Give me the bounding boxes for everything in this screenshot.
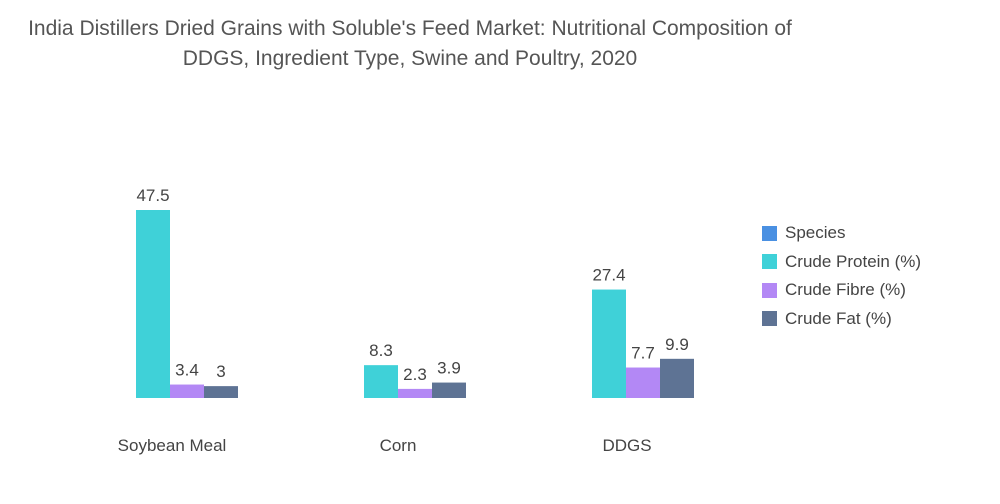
data-label-corn-crude-fat: 3.9	[437, 359, 461, 378]
bar-corn-crude-protein	[364, 365, 398, 398]
legend: Species Crude Protein (%) Crude Fibre (%…	[762, 219, 921, 333]
bar-soybean-meal-crude-protein	[136, 210, 170, 398]
bar-ddgs-crude-fibre	[626, 367, 660, 398]
legend-item-crude-fat: Crude Fat (%)	[762, 305, 921, 334]
x-tick-label-corn: Corn	[380, 436, 417, 455]
bar-corn-crude-fibre	[398, 388, 432, 398]
chart-title: India Distillers Dried Grains with Solub…	[28, 17, 792, 70]
legend-swatch-crude-fibre	[762, 282, 777, 298]
bar-ddgs-crude-protein	[592, 289, 626, 398]
bar-corn-crude-fat	[432, 382, 466, 398]
legend-item-species: Species	[762, 219, 921, 248]
legend-swatch-species	[762, 225, 777, 241]
legend-label-crude-fat: Crude Fat (%)	[785, 308, 892, 328]
x-tick-label-ddgs: DDGS	[602, 436, 651, 455]
data-label-corn-crude-fibre: 2.3	[403, 365, 427, 384]
data-label-soybean-meal-crude-fibre: 3.4	[175, 361, 199, 380]
data-label-ddgs-crude-fibre: 7.7	[631, 344, 655, 363]
data-label-soybean-meal-crude-protein: 47.5	[136, 186, 169, 205]
bar-soybean-meal-crude-fat	[204, 386, 238, 398]
legend-item-crude-protein: Crude Protein (%)	[762, 248, 921, 277]
legend-item-crude-fibre: Crude Fibre (%)	[762, 276, 921, 305]
data-label-ddgs-crude-fat: 9.9	[665, 335, 689, 354]
x-tick-label-soybean-meal: Soybean Meal	[118, 436, 227, 455]
legend-label-crude-protein: Crude Protein (%)	[785, 251, 922, 271]
data-label-corn-crude-protein: 8.3	[369, 341, 393, 360]
data-label-soybean-meal-crude-fat: 3	[216, 362, 225, 381]
bar-ddgs-crude-fat	[660, 358, 694, 398]
legend-swatch-crude-fat	[762, 311, 777, 327]
bar-soybean-meal-crude-fibre	[170, 384, 204, 398]
legend-label-species: Species	[785, 223, 846, 243]
legend-swatch-crude-protein	[762, 254, 777, 270]
legend-label-crude-fibre: Crude Fibre (%)	[785, 280, 906, 300]
data-label-ddgs-crude-protein: 27.4	[592, 266, 625, 285]
